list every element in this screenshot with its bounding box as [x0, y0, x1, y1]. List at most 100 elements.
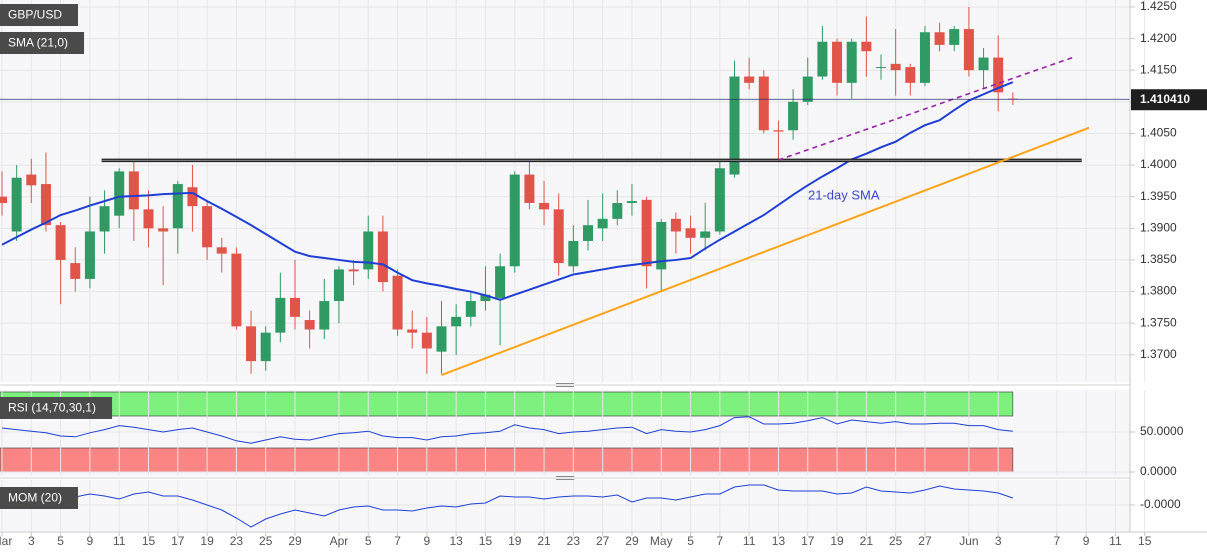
candle-body	[539, 203, 550, 210]
candle-body	[231, 253, 242, 327]
candle-body	[524, 174, 535, 204]
x-tick-label: 19	[508, 534, 522, 548]
candle-body	[612, 203, 623, 219]
x-tick-label: 11	[1109, 534, 1122, 548]
candle-body	[714, 168, 725, 232]
x-tick-label: 25	[259, 534, 273, 548]
x-tick-label: 11	[743, 534, 756, 548]
x-tick-label: 17	[171, 534, 185, 548]
x-tick-label: 29	[625, 534, 639, 548]
candle-body	[84, 231, 95, 279]
y-tick-label: 1.4000	[1140, 157, 1177, 171]
legend-box	[0, 32, 85, 54]
x-tick-label: 13	[772, 534, 786, 548]
candle-body	[876, 67, 886, 69]
x-tick-label: 9	[1083, 534, 1090, 548]
legend-label: SMA (21,0)	[8, 36, 68, 50]
candle-body	[861, 41, 872, 52]
y-tick-label: 50.0000	[1140, 424, 1184, 438]
candle-body	[26, 174, 37, 186]
candle-body	[216, 247, 227, 254]
x-tick-label: 17	[801, 534, 815, 548]
candle-body	[919, 32, 930, 83]
candle-body	[70, 263, 81, 279]
candle-body	[202, 206, 213, 248]
x-tick-label: Mar	[0, 534, 12, 548]
y-tick-label: -0.0000	[1140, 497, 1181, 511]
candle-body	[333, 269, 344, 302]
x-tick-label: 19	[830, 534, 844, 548]
candle-body	[421, 332, 432, 349]
x-tick-label: 3	[995, 534, 1002, 548]
trend-line	[778, 56, 1075, 161]
panel-background	[0, 0, 1130, 382]
panel-separators	[0, 0, 1207, 533]
x-tick-label: 7	[717, 534, 724, 548]
candle-body	[832, 41, 843, 83]
x-tick-label: 3	[28, 534, 35, 548]
x-tick-label: 15	[142, 534, 156, 548]
x-tick-label: 5	[365, 534, 372, 548]
candle-body	[802, 76, 813, 102]
candle-body	[744, 76, 755, 83]
legend-label: MOM (20)	[8, 491, 62, 505]
legend-box	[0, 487, 78, 509]
candle-body	[260, 332, 271, 362]
candle-body	[246, 326, 257, 362]
candle-body	[465, 301, 476, 317]
x-tick-label: 15	[479, 534, 493, 548]
legend-label: RSI (14,70,30,1)	[8, 401, 96, 415]
x-tick-label: 9	[424, 534, 431, 548]
candle-body	[99, 206, 110, 232]
y-tick-label: 1.4250	[1140, 0, 1177, 13]
candle-body	[114, 171, 125, 216]
candle-body	[905, 67, 916, 83]
candle-body	[817, 41, 828, 77]
x-tick-label: May	[650, 534, 673, 548]
candle-body	[685, 228, 696, 238]
x-tick-label: 21	[537, 534, 551, 548]
x-tick-label: 23	[230, 534, 244, 548]
y-tick-label: 1.3950	[1140, 189, 1177, 203]
zone-band	[0, 447, 1014, 473]
candle-body	[509, 174, 520, 267]
marks-layer	[0, 6, 1130, 528]
legend-label: GBP/USD	[8, 8, 62, 22]
x-tick-label: 13	[449, 534, 463, 548]
candle-body	[392, 275, 403, 330]
x-tick-label: Apr	[330, 534, 349, 548]
candle-body	[978, 57, 989, 71]
x-tick-label: 9	[87, 534, 94, 548]
candle-body	[583, 225, 593, 241]
x-tick-label: 27	[596, 534, 610, 548]
annotation: 21-day SMA	[808, 187, 880, 202]
candle-body	[407, 329, 418, 333]
last-price-tag	[1131, 89, 1207, 111]
x-tick-label: 5	[57, 534, 64, 548]
y-tick-label: 1.3850	[1140, 252, 1177, 266]
candle-body	[172, 184, 183, 229]
x-tick-label: 27	[918, 534, 932, 548]
candle-body	[128, 171, 139, 210]
candle-body	[758, 76, 769, 131]
candle-body	[949, 29, 960, 45]
candle-body	[143, 209, 154, 229]
x-tick-label: 21	[860, 534, 874, 548]
x-tick-label: 29	[288, 534, 302, 548]
legend-box	[0, 397, 113, 419]
candle-body	[773, 130, 784, 132]
candle-body	[993, 57, 1004, 93]
x-tick-label: 15	[1138, 534, 1152, 548]
y-tick-label: 1.3750	[1140, 315, 1177, 329]
candle-body	[377, 231, 388, 283]
trend-line	[441, 126, 1090, 376]
candle-body	[187, 187, 198, 207]
candle-body	[480, 294, 491, 302]
grid-layer	[0, 0, 1146, 536]
zone-band	[0, 391, 1014, 417]
candle-body	[40, 184, 51, 226]
y-tick-label: 1.4050	[1140, 126, 1177, 140]
candle-body	[788, 101, 799, 131]
